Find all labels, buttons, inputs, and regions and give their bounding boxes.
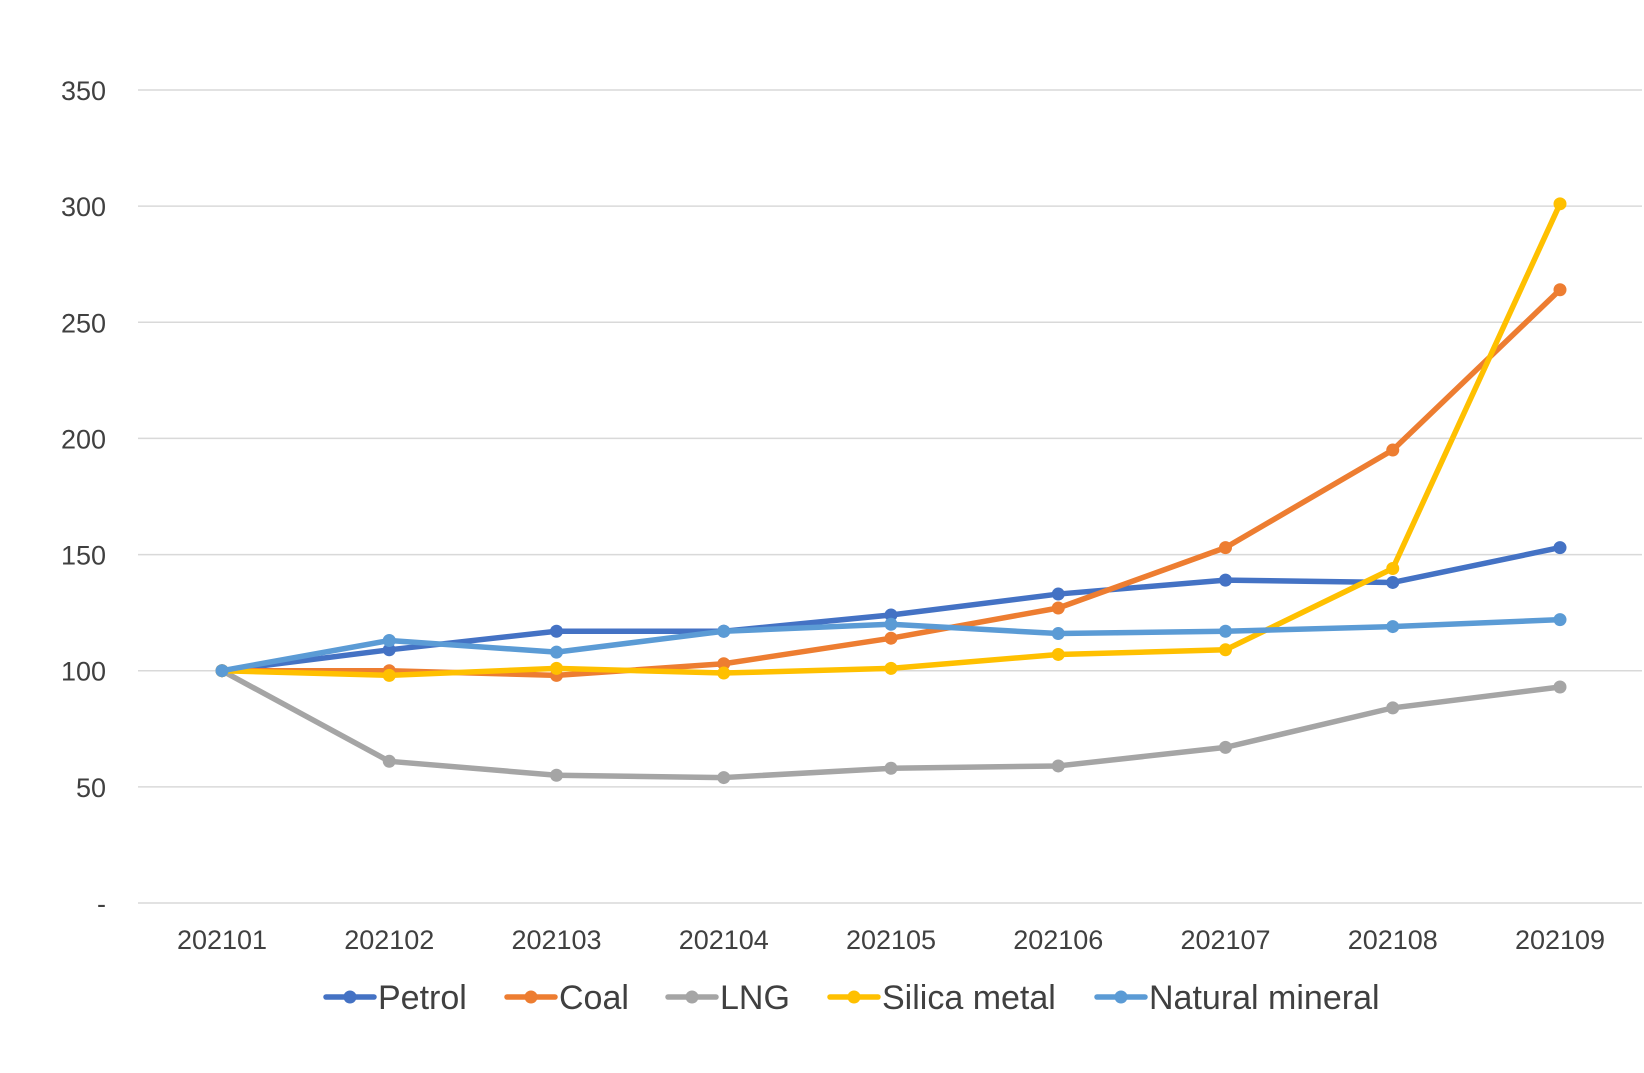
data-point <box>884 631 898 645</box>
y-tick-label: 300 <box>61 192 106 222</box>
data-point <box>1386 562 1400 576</box>
data-point <box>550 661 563 675</box>
data-point <box>1051 587 1065 601</box>
x-tick-label: 202109 <box>1515 925 1605 955</box>
series-natural-mineral <box>215 613 1567 678</box>
data-point <box>1553 283 1567 297</box>
series-lng <box>215 664 1567 785</box>
legend-item: LNG <box>665 979 790 1017</box>
y-tick-label: - <box>97 889 106 919</box>
legend-label: LNG <box>720 979 790 1017</box>
data-point <box>1219 624 1232 638</box>
data-point <box>550 645 563 659</box>
x-tick-label: 202105 <box>846 925 936 955</box>
data-point <box>1219 541 1232 555</box>
data-point <box>717 657 731 671</box>
x-tick-label: 202104 <box>679 925 769 955</box>
y-axis-ticks: - 50 100 150 200 250 300 350 <box>61 76 106 919</box>
data-point <box>1051 647 1065 661</box>
legend-item: Coal <box>504 979 629 1017</box>
y-tick-label: 350 <box>61 76 106 106</box>
data-point <box>215 664 229 678</box>
legend-label: Petrol <box>378 979 467 1017</box>
data-point <box>382 634 396 648</box>
legend-swatch-marker <box>1114 990 1128 1004</box>
y-tick-label: 50 <box>76 773 106 803</box>
data-point <box>1051 627 1065 641</box>
data-point <box>884 661 898 675</box>
data-point <box>884 617 898 631</box>
y-tick-label: 150 <box>61 541 106 571</box>
data-point <box>884 608 898 622</box>
series-petrol <box>215 541 1567 678</box>
data-point <box>550 624 563 638</box>
x-tick-label: 202107 <box>1180 925 1270 955</box>
data-point <box>1386 443 1400 457</box>
series-line <box>219 201 1563 679</box>
y-tick-label: 250 <box>61 308 106 338</box>
y-tick-label: 200 <box>61 424 106 454</box>
data-point <box>550 768 563 782</box>
legend-item: Petrol <box>323 979 467 1017</box>
data-point <box>1553 197 1567 211</box>
legend-label: Natural mineral <box>1149 979 1380 1017</box>
data-point <box>717 624 731 638</box>
data-point <box>382 754 396 768</box>
x-tick-label: 202103 <box>511 925 601 955</box>
data-point <box>1219 740 1232 754</box>
legend-item: Natural mineral <box>1094 979 1380 1017</box>
data-point <box>1219 573 1232 587</box>
data-point <box>1386 701 1400 715</box>
x-tick-label: 202108 <box>1348 925 1438 955</box>
y-tick-label: 100 <box>61 657 106 687</box>
data-point <box>1051 601 1065 615</box>
data-point <box>1386 575 1400 589</box>
data-point <box>1553 680 1567 694</box>
legend-swatch-marker <box>343 990 357 1004</box>
data-point <box>1553 613 1567 627</box>
data-point <box>1219 643 1232 657</box>
data-point <box>717 771 731 785</box>
legend: Petrol Coal LNG Silica metal Natural mineral <box>323 979 1380 1017</box>
data-point <box>1051 759 1065 773</box>
data-point <box>1386 620 1400 634</box>
x-tick-label: 202102 <box>344 925 434 955</box>
series-silica-metal <box>215 197 1567 682</box>
data-point <box>1553 541 1567 555</box>
data-point <box>382 668 396 682</box>
gridlines <box>138 89 1642 904</box>
legend-label: Coal <box>559 979 629 1017</box>
x-tick-label: 202101 <box>177 925 267 955</box>
x-axis-ticks: 202101 202102 202103 202104 202105 202106 2021… <box>177 925 1605 955</box>
x-tick-label: 202106 <box>1013 925 1103 955</box>
data-point <box>884 761 898 775</box>
data-point <box>717 666 731 680</box>
legend-swatch-marker <box>524 990 538 1004</box>
series-lines <box>215 197 1567 785</box>
legend-item: Silica metal <box>827 979 1056 1017</box>
legend-label: Silica metal <box>882 979 1056 1017</box>
legend-swatch-marker <box>685 990 699 1004</box>
series-line <box>219 667 1563 781</box>
legend-swatch-marker <box>847 990 861 1004</box>
data-point <box>382 643 396 657</box>
